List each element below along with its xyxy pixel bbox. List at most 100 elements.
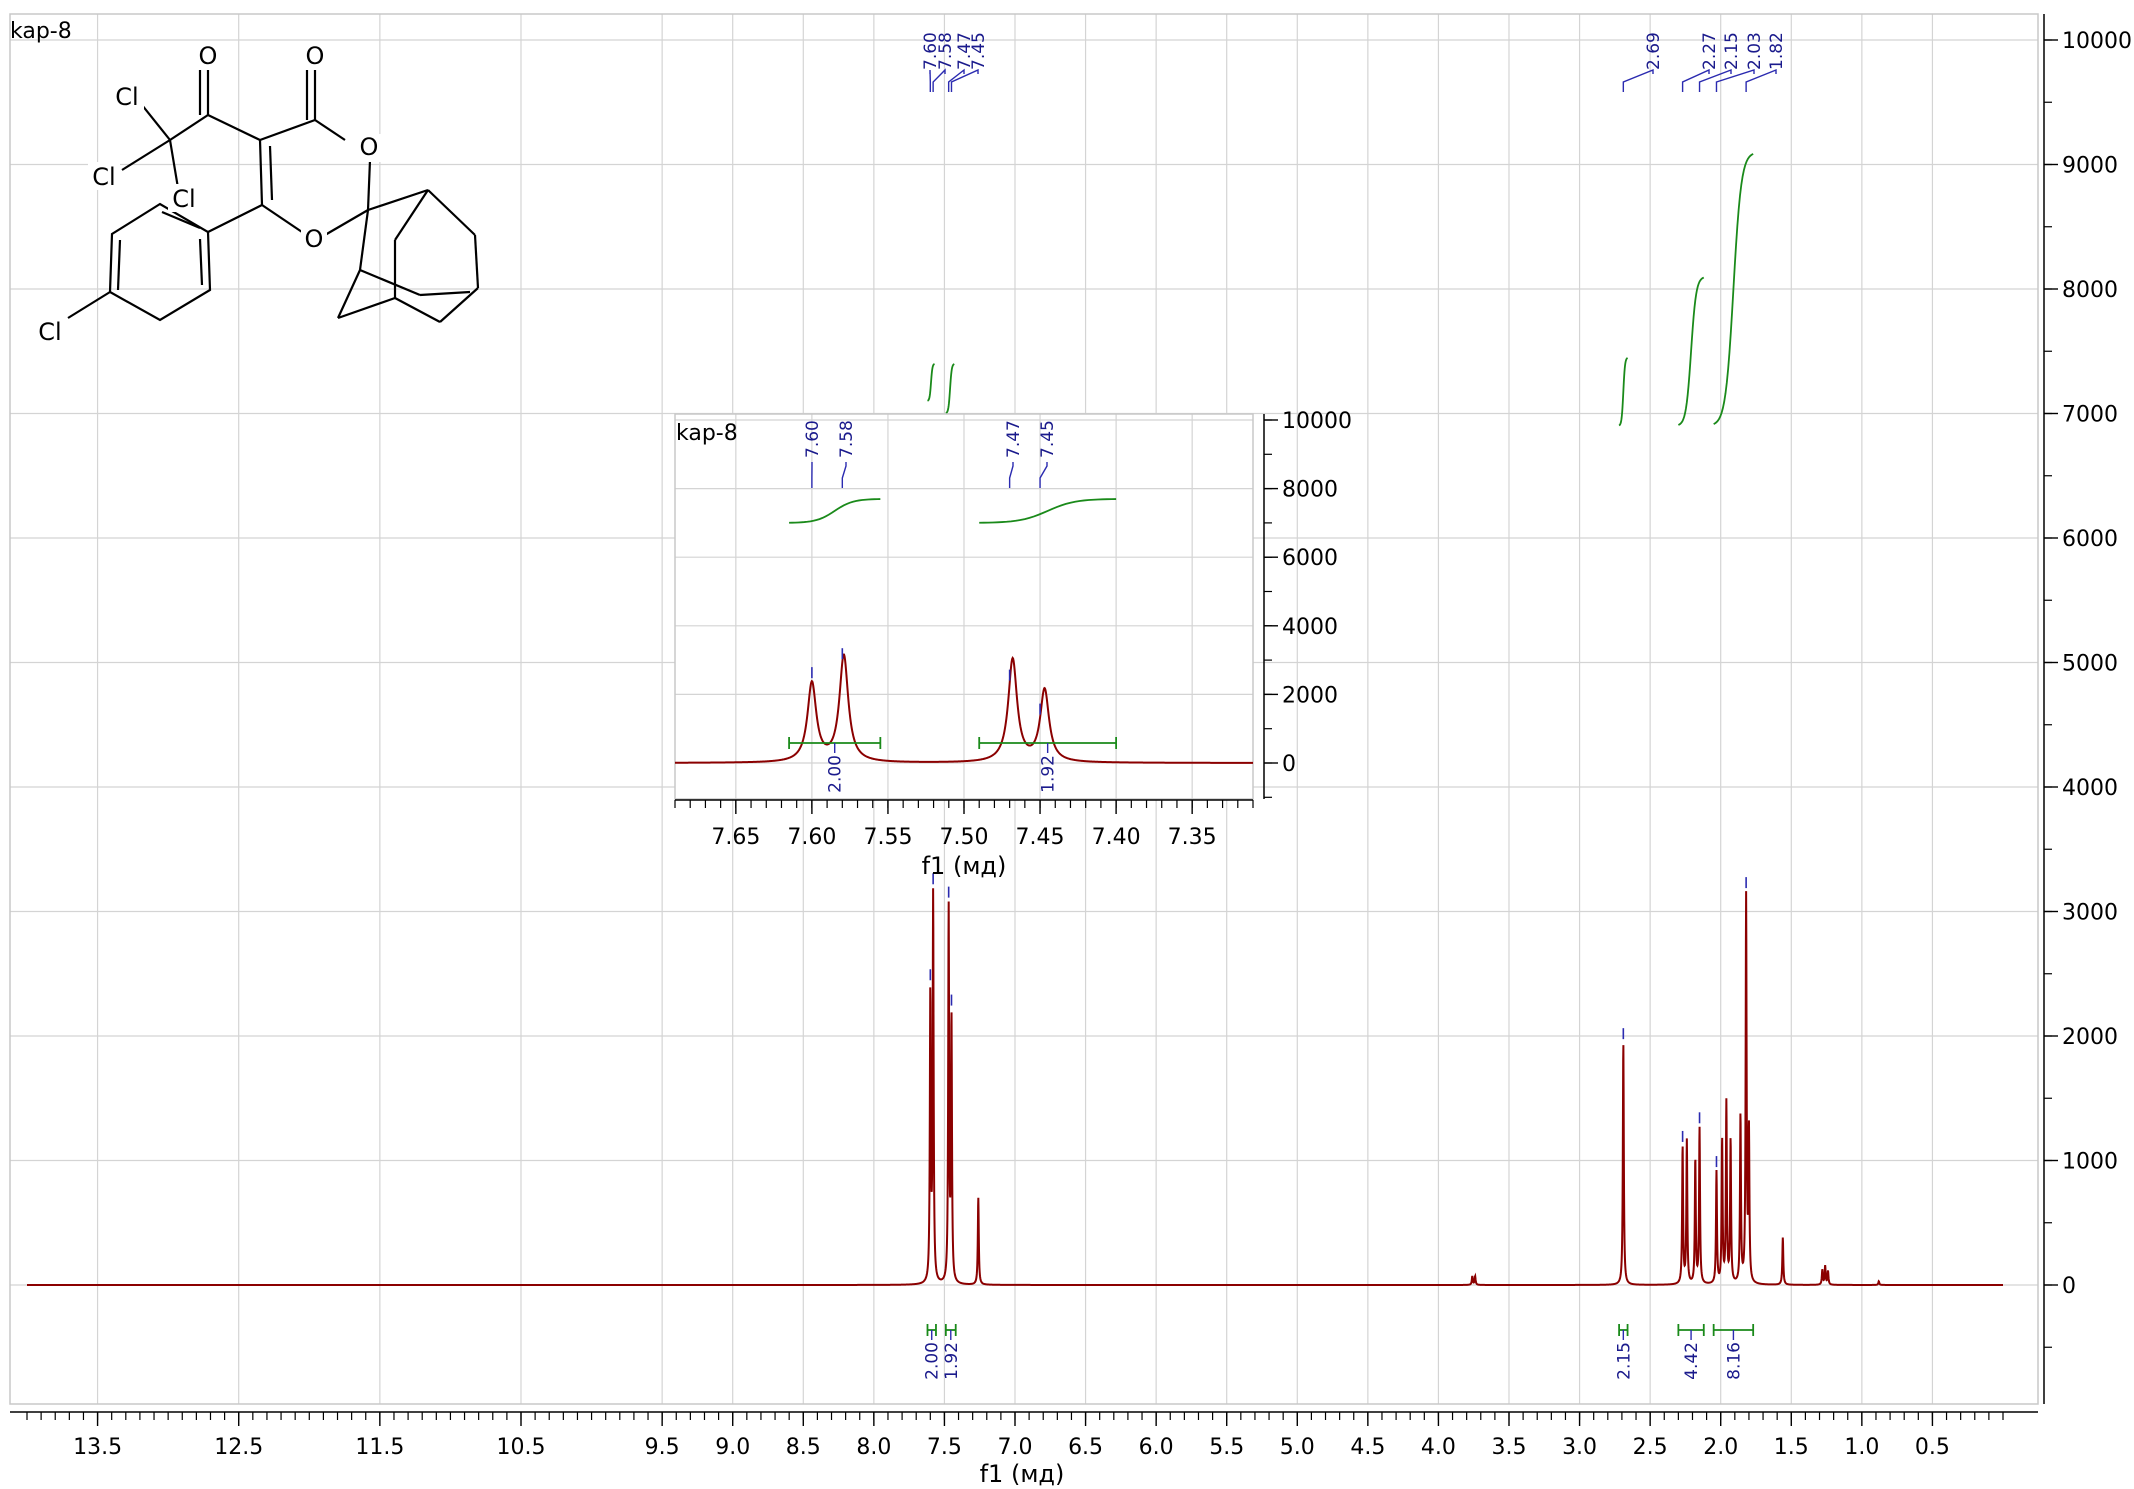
y-tick-label: 2000 <box>2062 1025 2118 1050</box>
main-spectrum-trace <box>27 888 2003 1286</box>
atom-mask <box>88 162 120 190</box>
x-tick-label: 10.5 <box>497 1435 546 1460</box>
bond <box>261 204 303 233</box>
bond <box>207 114 261 141</box>
peak-label-text: 2.27 <box>1700 32 1720 70</box>
bond <box>161 210 201 230</box>
x-tick-label: 12.5 <box>214 1435 263 1460</box>
peak-label-text: 2.15 <box>1722 32 1742 70</box>
peak-label-text: 7.47 <box>1004 420 1024 458</box>
x-tick-label: 7.35 <box>1168 825 1217 850</box>
bond <box>394 297 441 323</box>
integral-curve <box>927 363 935 402</box>
main-x-axis: 13.5 12.5 11.5 10.5 9.5 9.0 8.5 8.0 7.5 7.0 6.5 6.0… <box>10 1411 2038 1460</box>
peak-label-leader <box>1715 69 1755 92</box>
integral-value: 1.92 <box>942 1342 962 1380</box>
bond <box>324 209 369 236</box>
inset-sample-label: kap-8 <box>676 421 738 446</box>
integral-value: 2.00 <box>923 1342 943 1380</box>
x-tick-label: 7.40 <box>1092 825 1141 850</box>
main-integral-curves <box>927 153 1754 427</box>
integral-curve <box>945 363 955 414</box>
inset-peak-labels: 7.60 7.58 7.47 7.45 <box>803 420 1058 488</box>
inset-spectrum-trace <box>675 653 1253 764</box>
x-tick-label: 9.5 <box>645 1435 680 1460</box>
peak-label-text: 7.47 <box>955 32 975 70</box>
atom-oxygen-ring-1: O <box>360 133 379 161</box>
integral-curve <box>1713 153 1754 425</box>
peak-label-leader <box>1745 68 1777 92</box>
x-tick-label: 2.5 <box>1633 1435 1668 1460</box>
inset-integral-bars: 2.00 1.92 <box>788 737 1118 793</box>
atom-mask <box>301 224 327 252</box>
x-tick-label: 7.50 <box>940 825 989 850</box>
y-tick-label: 9000 <box>2062 154 2118 179</box>
integral-curve <box>1677 276 1705 426</box>
x-tick-label: 6.5 <box>1068 1435 1103 1460</box>
x-tick-label: 5.0 <box>1280 1435 1315 1460</box>
x-tick-label: 7.55 <box>863 825 912 850</box>
peak-label-leader <box>1039 462 1048 488</box>
peak-label-text: 2.03 <box>1745 32 1765 70</box>
peak-label-leader <box>932 68 946 92</box>
inset-x-axis: 7.65 7.60 7.55 7.50 7.45 7.40 7.35 <box>674 799 1254 850</box>
main-y-axis: 1000090008000700060005000400030002000100… <box>2043 14 2132 1404</box>
bond <box>268 145 274 201</box>
peak-label-leader <box>1698 68 1732 92</box>
atom-mask <box>34 318 66 346</box>
x-tick-label: 4.0 <box>1421 1435 1456 1460</box>
integral-value: 4.42 <box>1682 1342 1702 1380</box>
x-tick-label: 7.60 <box>787 825 836 850</box>
x-tick-label: 0.5 <box>1915 1435 1950 1460</box>
integral-value: 2.00 <box>826 755 846 793</box>
bond <box>259 118 316 142</box>
atom-mask <box>112 82 144 110</box>
y-tick-label: 7000 <box>2062 403 2118 428</box>
x-tick-label: 8.0 <box>856 1435 891 1460</box>
x-tick-label: 6.0 <box>1139 1435 1174 1460</box>
atom-oxygen-ketone: O <box>199 42 218 70</box>
atom-chlorine-1: Cl <box>115 83 138 111</box>
bond <box>359 268 421 297</box>
inset-x-axis-title: f1 (мд) <box>922 852 1007 880</box>
main-peak-markers <box>929 873 1747 1168</box>
x-tick-label: 1.5 <box>1774 1435 1809 1460</box>
y-tick-label: 3000 <box>2062 901 2118 926</box>
inset-integral-curves <box>789 498 1117 524</box>
main-integral-bars: 2.00 1.92 2.15 4.42 8.16 <box>923 1324 1755 1380</box>
bond <box>337 296 396 320</box>
atom-mask <box>303 42 327 70</box>
atom-mask <box>168 184 200 212</box>
main-peak-labels: 7.607.58 7.477.45 2.69 2.27 2.15 2.03 1.82 <box>921 32 1787 92</box>
y-tick-label: 4000 <box>1282 615 1338 640</box>
y-tick-label: 0 <box>2062 1274 2076 1299</box>
y-tick-label: 6000 <box>2062 527 2118 552</box>
peak-label-leader <box>950 68 979 92</box>
x-tick-label: 7.65 <box>711 825 760 850</box>
x-tick-label: 13.5 <box>73 1435 122 1460</box>
integral-value: 8.16 <box>1724 1342 1744 1380</box>
integral-curve <box>979 498 1117 524</box>
atom-mask <box>196 42 220 70</box>
atom-chlorine-aryl: Cl <box>38 318 61 346</box>
bond <box>258 139 264 206</box>
bond <box>121 139 171 171</box>
x-tick-label: 3.5 <box>1492 1435 1527 1460</box>
y-tick-label: 10000 <box>1282 409 1352 434</box>
atom-chlorine-2: Cl <box>92 163 115 191</box>
peak-label-leader <box>1622 68 1654 92</box>
peak-label-text: 1.82 <box>1767 32 1787 70</box>
y-tick-label: 8000 <box>1282 478 1338 503</box>
y-tick-label: 4000 <box>2062 776 2118 801</box>
peak-label-text: 7.45 <box>1038 420 1058 458</box>
bond <box>207 204 263 233</box>
bond <box>427 189 476 236</box>
peak-label-leader <box>947 68 965 92</box>
peak-label-text: 7.58 <box>837 420 857 458</box>
bond <box>394 189 429 241</box>
atom-oxygen-ring-2: O <box>305 225 324 253</box>
structure-atom-labels: O O Cl O Cl Cl O Cl <box>34 42 382 346</box>
y-tick-label: 2000 <box>1282 683 1338 708</box>
integral-curve <box>789 498 881 524</box>
